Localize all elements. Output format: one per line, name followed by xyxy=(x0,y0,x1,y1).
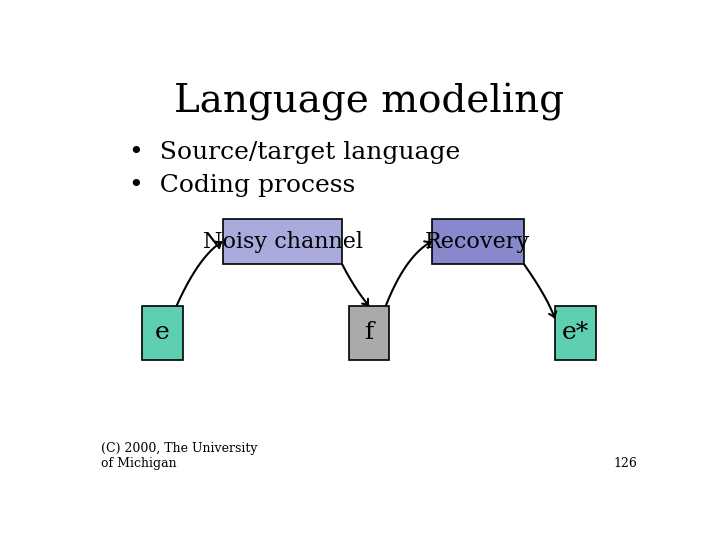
Text: Language modeling: Language modeling xyxy=(174,83,564,121)
Text: •  Source/target language: • Source/target language xyxy=(129,140,460,164)
FancyBboxPatch shape xyxy=(349,306,389,360)
Text: •  Coding process: • Coding process xyxy=(129,174,355,197)
Text: e: e xyxy=(156,321,170,345)
Text: 126: 126 xyxy=(613,457,637,470)
Text: (C) 2000, The University
of Michigan: (C) 2000, The University of Michigan xyxy=(101,442,258,470)
Text: f: f xyxy=(364,321,374,345)
FancyBboxPatch shape xyxy=(432,219,524,265)
Text: Noisy channel: Noisy channel xyxy=(202,231,362,253)
FancyBboxPatch shape xyxy=(142,306,184,360)
Text: e*: e* xyxy=(562,321,589,345)
Text: Recovery: Recovery xyxy=(426,231,531,253)
FancyBboxPatch shape xyxy=(222,219,343,265)
FancyBboxPatch shape xyxy=(554,306,596,360)
